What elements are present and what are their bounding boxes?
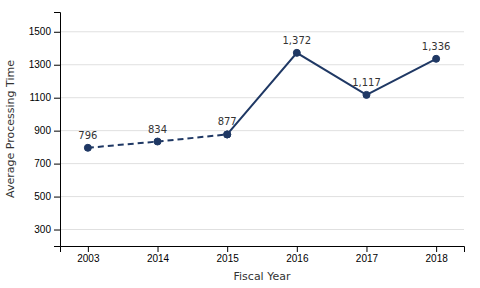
tick-label: 2015 — [217, 253, 240, 264]
tick: 2015 — [217, 246, 240, 264]
tick-label: 2018 — [426, 253, 449, 264]
x-axis: 2003 2014 2015 2016 2017 2018 — [61, 246, 465, 264]
marks — [84, 49, 439, 151]
grid-line — [60, 31, 464, 32]
tick-label: 2014 — [147, 253, 170, 264]
marker — [293, 49, 300, 56]
tick-mark — [54, 98, 60, 99]
plot: 300 500 700 900 1100 1300 1500 2003 2014 2015 2016… — [29, 13, 465, 265]
line — [88, 134, 227, 147]
tick-mark — [88, 246, 89, 252]
tick-mark — [54, 197, 60, 198]
tick-label: 500 — [34, 191, 51, 202]
data-label: 877 — [218, 116, 237, 127]
tick: 500 — [34, 191, 60, 202]
tick-label: 1100 — [29, 92, 51, 103]
tick: 1300 — [29, 59, 60, 70]
marker — [363, 91, 370, 98]
tick-mark — [54, 32, 60, 33]
marker — [84, 144, 91, 151]
grid — [60, 32, 464, 230]
chart: 300 500 700 900 1100 1300 1500 2003 2014 2015 2016… — [0, 0, 480, 288]
tick-label: 700 — [34, 158, 51, 169]
tick: 2018 — [426, 246, 449, 264]
grid-line — [60, 97, 464, 98]
tick-label: 1500 — [29, 26, 52, 37]
x-axis-title: Fiscal Year — [234, 270, 291, 283]
data-label: 1,117 — [352, 77, 381, 88]
marker — [224, 131, 231, 138]
tick: 2003 — [77, 246, 100, 264]
tick-label: 300 — [34, 224, 51, 235]
data-label: 834 — [148, 124, 167, 135]
grid-line — [60, 229, 464, 230]
tick-label: 2003 — [77, 253, 100, 264]
tick: 1500 — [29, 26, 60, 37]
tick-mark — [54, 164, 60, 165]
tick-label: 900 — [34, 125, 51, 136]
data-label: 1,372 — [283, 35, 312, 46]
tick: 1100 — [29, 92, 60, 103]
marker — [224, 131, 231, 138]
line — [227, 53, 436, 135]
axis-line — [54, 13, 61, 247]
tick-mark — [158, 246, 159, 252]
tick: 700 — [34, 158, 60, 169]
data-label: 1,336 — [422, 41, 451, 52]
tick: 2016 — [286, 246, 309, 264]
y-axis: 300 500 700 900 1100 1300 1500 — [29, 13, 61, 247]
data-label: 796 — [78, 130, 97, 141]
y-axis-title: Average Processing Time — [4, 60, 17, 198]
tick-mark — [297, 246, 298, 252]
tick-label: 1300 — [29, 59, 52, 70]
tick-mark — [54, 131, 60, 132]
grid-line — [60, 196, 464, 197]
markers — [224, 49, 440, 138]
tick: 2017 — [356, 246, 379, 264]
tick-mark — [54, 65, 60, 66]
tick-mark — [227, 246, 228, 252]
tick-label: 2017 — [356, 253, 379, 264]
tick-mark — [436, 246, 437, 252]
tick-mark — [366, 246, 367, 252]
tick-mark — [54, 230, 60, 231]
marker — [154, 138, 161, 145]
grid-line — [60, 130, 464, 131]
axis-line — [61, 247, 465, 253]
marker — [433, 55, 440, 62]
tick: 900 — [34, 125, 60, 136]
tick: 300 — [34, 224, 60, 235]
grid-line — [60, 64, 464, 65]
tick-label: 2016 — [286, 253, 309, 264]
tick: 2014 — [147, 246, 170, 264]
grid-line — [60, 163, 464, 164]
data-labels: 796 834 877 1,372 1,117 1,336 — [78, 35, 450, 141]
